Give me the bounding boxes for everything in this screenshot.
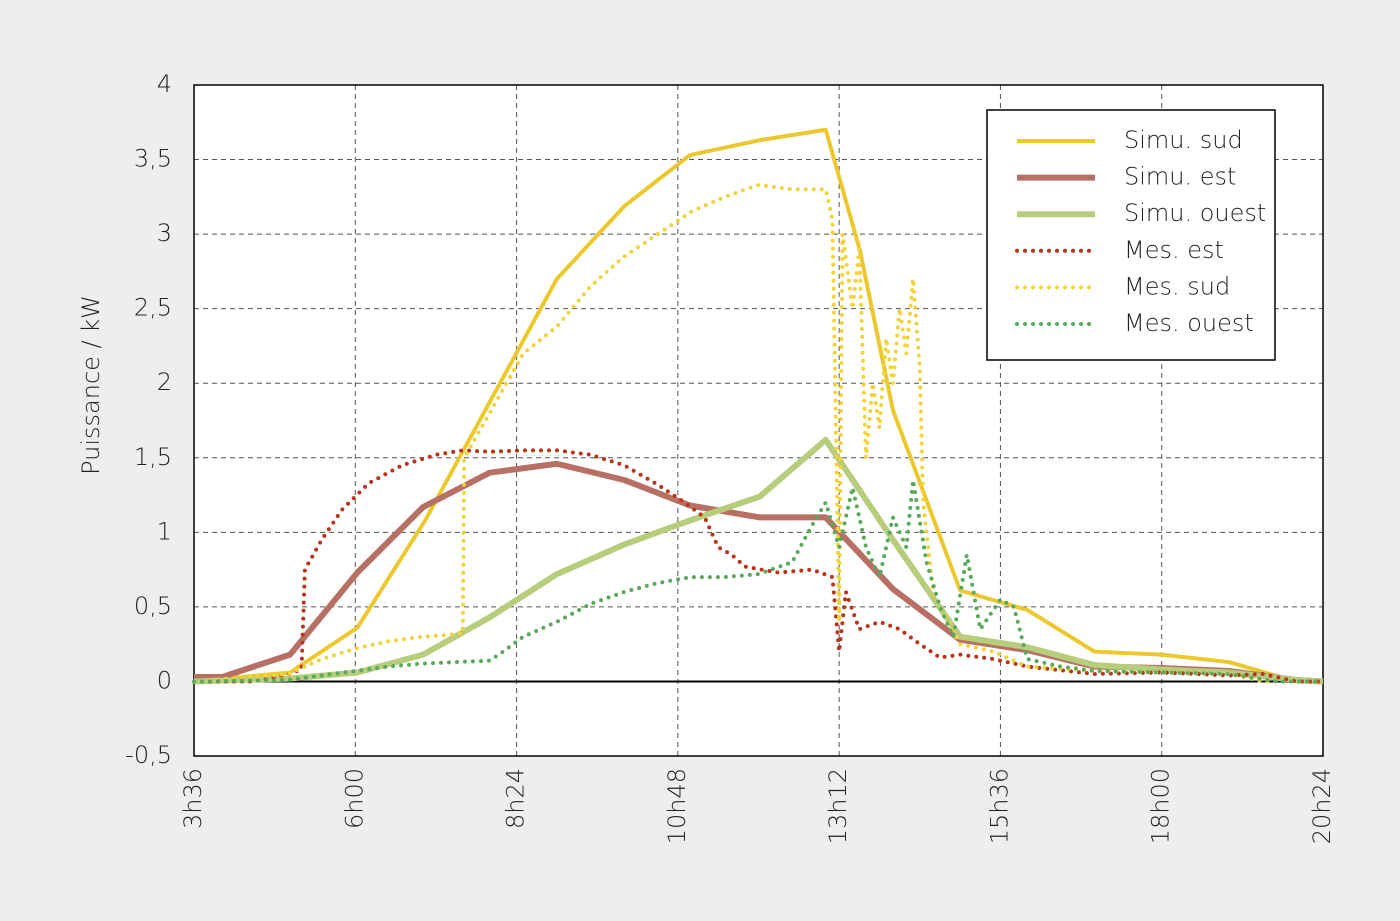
series-line [193,127,1323,684]
y-tick-label: 1 [157,517,172,545]
y-tick-label: 4 [157,70,172,98]
y-tick-label: 0,5 [134,592,172,620]
legend-label: Simu. est [1124,163,1236,191]
legend-label: Mes. sud [1124,272,1230,300]
x-tick-label: 6h00 [340,768,368,829]
y-tick-label: -0,5 [125,741,172,769]
plot-border [193,84,1324,757]
x-tick-label: 20h24 [1308,768,1336,844]
series-line [193,436,1324,685]
x-tick-label: 8h24 [502,768,530,829]
x-tick-label: 15h36 [985,768,1013,844]
y-tick-label: 2 [157,368,172,396]
legend-box [986,109,1276,361]
x-tick-label: 10h48 [663,768,691,844]
y-axis-label: Puissance / kW [77,295,105,475]
y-tick-label: 2,5 [134,294,172,322]
x-tick-label: 13h12 [824,768,852,844]
legend-label: Simu. sud [1124,126,1243,154]
x-tick-label: 3h36 [179,768,207,829]
y-tick-label: 1,5 [134,443,172,471]
series-line [192,479,1325,684]
y-tick-label: 3 [157,219,172,247]
y-tick-label: 3,5 [134,145,172,173]
x-tick-label: 18h00 [1147,768,1175,844]
legend-label: Simu. ouest [1124,199,1266,227]
legend-label: Mes. est [1124,236,1224,264]
series-line [192,182,1325,684]
series-line [192,448,1325,684]
y-tick-label: 0 [157,666,172,694]
legend-label: Mes. ouest [1124,309,1254,337]
